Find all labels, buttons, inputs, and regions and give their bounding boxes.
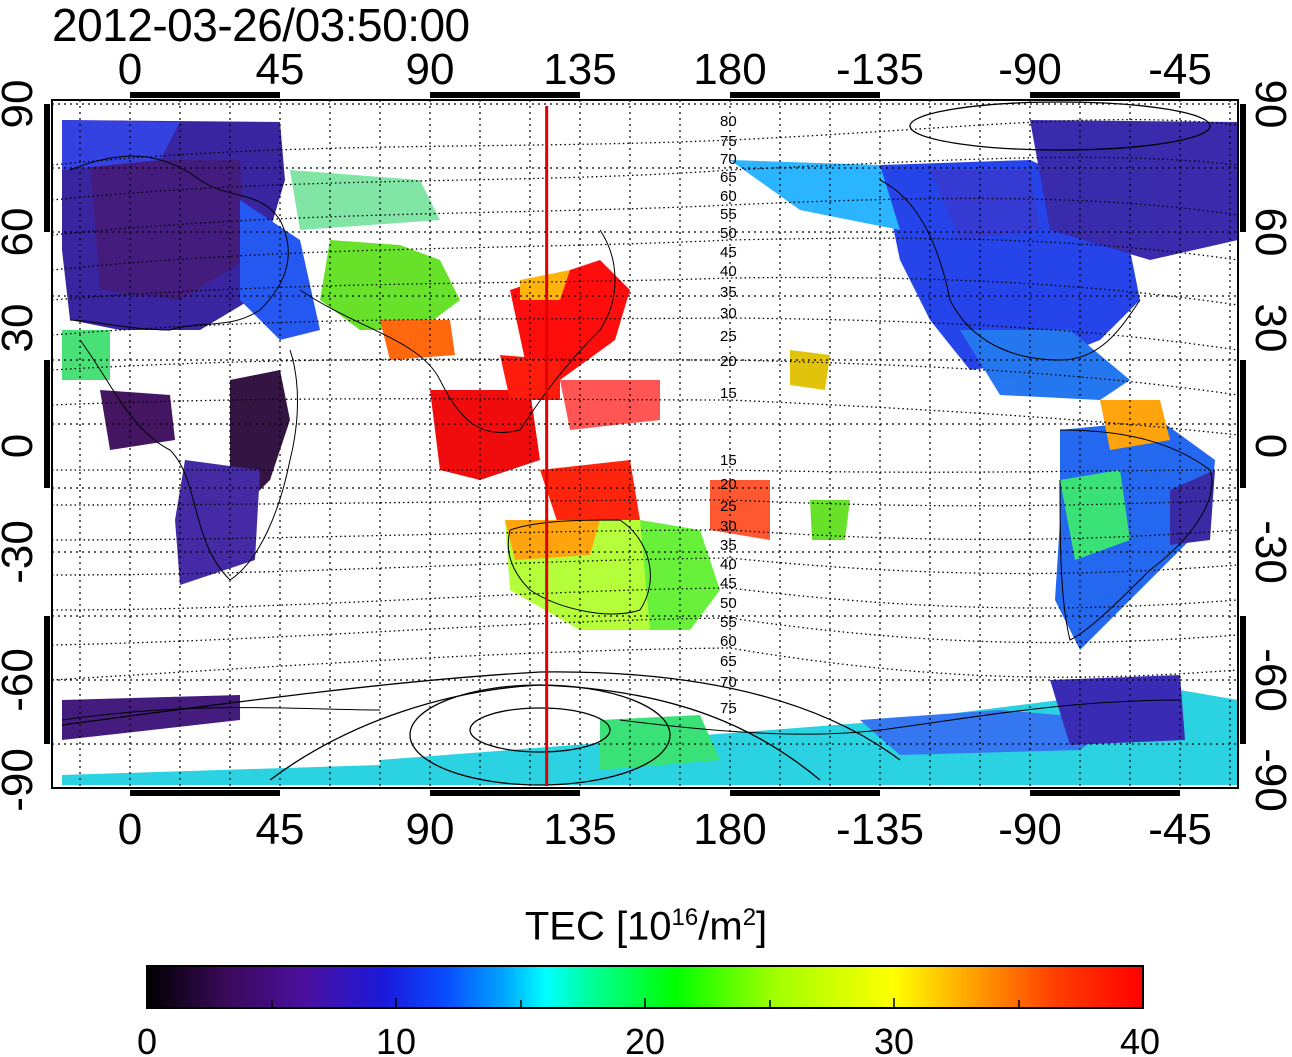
bottom-lon-label: 0 [118,805,142,854]
colorbar-tick-label: 0 [137,1021,157,1057]
contour-label: 50 [720,595,737,612]
colorbar-tick-label: 20 [625,1021,665,1057]
map-grid [52,100,1238,788]
right-lat-label: -90 [1246,748,1292,812]
bottom-lon-labels: 0 45 90 135 180 -135 -90 -45 [118,805,1212,854]
left-lat-label: -90 [0,748,42,812]
colorbar-tick-label: 40 [1120,1021,1160,1057]
contour-label: 55 [720,206,737,223]
right-lat-label: 30 [1246,304,1292,353]
map-timestamp-title: 2012-03-26/03:50:00 [52,0,470,51]
contour-label: 20 [720,476,737,493]
right-lat-label: 90 [1246,80,1292,129]
colorbar-title-suffix: ] [756,904,768,949]
contour-label: 80 [720,113,737,130]
frame-ticks [44,92,1246,796]
colorbar-title-exponent2: 2 [742,904,757,931]
contour-label: 15 [720,385,737,402]
top-lon-label: -135 [836,45,924,94]
right-lat-labels: 90 60 30 0 -30 -60 -90 [1246,80,1292,812]
contour-label: 50 [720,225,737,242]
left-lat-label: 90 [0,80,42,129]
top-lon-label: 90 [406,45,455,94]
left-lat-labels: 90 60 30 0 -30 -60 -90 [0,80,42,812]
coastlines [61,155,1213,735]
map-frame [51,99,1239,789]
bottom-lon-label: 45 [256,805,305,854]
contour-label: 75 [720,700,737,717]
left-lat-label: -30 [0,520,42,584]
contour-label: 25 [720,328,737,345]
tec-region-africa [230,370,290,500]
contour-label: 65 [720,169,737,186]
left-lat-label: 30 [0,304,42,353]
right-lat-label: 0 [1246,434,1292,458]
contour-label: 30 [720,518,737,535]
colorbar-title: TEC [1016/m2] [0,904,1292,949]
tec-region-antarctic [62,690,1238,785]
top-lon-label: 135 [543,45,616,94]
top-lon-label: -45 [1148,45,1212,94]
bottom-lon-label: -45 [1148,805,1212,854]
colorbar-tick-label: 10 [376,1021,416,1057]
contour-label: 55 [720,614,737,631]
colorbar-tick-label: 30 [874,1021,914,1057]
colorbar-title-exponent: 16 [671,904,699,931]
contour-label: 25 [720,498,737,515]
magnetic-contours [52,118,1238,681]
contour-label: 60 [720,188,737,205]
contour-label: 45 [720,244,737,261]
left-lat-label: 60 [0,208,42,257]
top-lon-labels: 0 45 90 135 180 -135 -90 -45 [118,45,1212,94]
colorbar-minor-ticks [271,998,1020,1008]
contour-label: 75 [720,133,737,150]
contour-label: 70 [720,151,737,168]
colorbar-title-unit: /m [698,904,743,949]
colorbar-title-prefix: TEC [10 [524,904,672,949]
bottom-lon-label: 180 [693,805,766,854]
bottom-lon-label: -135 [836,805,924,854]
contour-label: 60 [720,633,737,650]
contour-label: 45 [720,575,737,592]
contour-label: 35 [720,284,737,301]
top-lon-label: -90 [998,45,1062,94]
bottom-lon-label: 90 [406,805,455,854]
contour-label: 20 [720,353,737,370]
top-lon-label: 180 [693,45,766,94]
right-lat-label: -30 [1246,520,1292,584]
contour-label: 15 [720,452,737,469]
polar-contours [61,101,1211,786]
top-lon-label: 0 [118,45,142,94]
contour-label: 30 [720,305,737,322]
bottom-lon-label: -90 [998,805,1062,854]
contour-label: 40 [720,556,737,573]
contour-label: 40 [720,263,737,280]
right-lat-label: -60 [1246,648,1292,712]
right-lat-label: 60 [1246,208,1292,257]
colorbar [146,965,1144,1009]
contour-label: 35 [720,537,737,554]
bottom-lon-label: 135 [543,805,616,854]
colorbar-tick-labels: 0 10 20 30 40 [137,1021,1160,1057]
contour-label: 70 [720,674,737,691]
top-lon-label: 45 [256,45,305,94]
contour-label: 65 [720,653,737,670]
contour-labels-south: 15 20 25 30 35 40 45 50 55 60 65 70 75 [720,452,737,717]
left-lat-label: 0 [0,434,42,458]
left-lat-label: -60 [0,648,42,712]
